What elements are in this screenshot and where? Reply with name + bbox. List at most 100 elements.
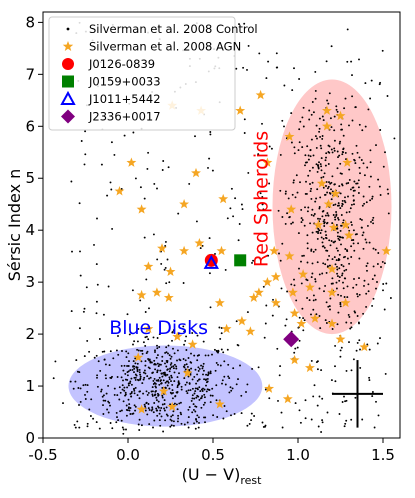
control-point [306,247,309,250]
control-point [165,282,168,285]
control-point [321,419,324,422]
control-point [309,155,312,158]
control-point [352,358,355,361]
control-point [130,377,133,380]
control-point [347,313,350,316]
control-point [299,421,302,424]
control-point [197,395,200,398]
control-point [335,247,338,250]
control-point [301,254,304,257]
control-point [283,125,285,128]
control-point [170,355,173,358]
control-point [126,365,129,367]
control-point [284,190,287,193]
control-point [165,406,168,409]
control-point [243,118,246,121]
control-point [338,413,341,415]
control-point [180,413,183,416]
control-point [187,357,190,359]
control-point [328,254,331,257]
control-point [324,319,327,322]
control-point [336,265,338,268]
control-point [124,393,127,396]
control-point [364,82,367,85]
control-point [340,263,343,266]
control-point [166,373,169,376]
control-point [172,367,175,370]
control-point [322,262,325,265]
control-point [158,333,161,336]
control-point [206,380,209,383]
control-point [341,274,343,277]
control-point [371,278,374,281]
control-point [113,153,116,156]
agn-point [289,308,300,318]
control-point [340,243,342,246]
control-point [78,202,81,205]
object-j2336-0017 [283,331,300,348]
control-point [176,408,179,411]
x-axis-label: (U − V)rest [182,465,262,487]
control-point [310,248,313,251]
control-point [305,192,308,195]
control-point [366,262,369,265]
control-point [298,267,300,270]
control-point [386,188,389,191]
control-point [330,240,333,242]
control-point [358,339,361,342]
control-point [111,227,114,230]
control-point [297,149,300,152]
control-point [291,193,294,196]
control-point [138,390,141,393]
control-point [354,162,357,165]
control-point [79,387,82,390]
control-point [345,211,348,214]
control-point [169,403,172,406]
control-point [163,268,166,271]
control-point [298,141,301,144]
control-point [110,188,113,191]
control-point [151,390,154,393]
control-point [268,145,271,148]
control-point [149,360,152,363]
control-point [209,131,212,133]
control-point [214,369,217,372]
control-point [352,239,355,241]
control-point [330,148,333,151]
control-point [321,215,324,218]
control-point [109,350,112,353]
legend-marker-diamond [61,109,75,124]
control-point [325,271,328,274]
agn-point [340,219,351,230]
control-point [143,376,146,379]
control-point [220,348,223,351]
control-point [173,352,176,355]
control-point [157,379,160,382]
control-point [158,376,161,379]
control-point [333,115,336,118]
agn-point [172,331,183,341]
control-point [177,380,180,383]
control-point [124,391,127,394]
control-point [359,366,362,369]
control-point [133,387,135,390]
control-point [196,379,199,382]
control-point [315,124,318,127]
control-point [195,220,198,223]
y-tick-label: 5 [25,169,35,187]
legend-label: J0126-0839 [88,57,155,71]
control-point [316,170,319,173]
control-point [209,133,212,136]
control-point [292,181,295,184]
control-point [123,134,126,137]
control-point [136,368,139,371]
control-point [307,174,310,177]
control-point [158,346,161,348]
control-point [177,212,180,215]
control-point [276,347,279,350]
control-point [325,60,328,63]
control-point [82,310,85,313]
control-point [124,378,127,381]
control-point [314,298,317,301]
control-point [346,60,349,63]
